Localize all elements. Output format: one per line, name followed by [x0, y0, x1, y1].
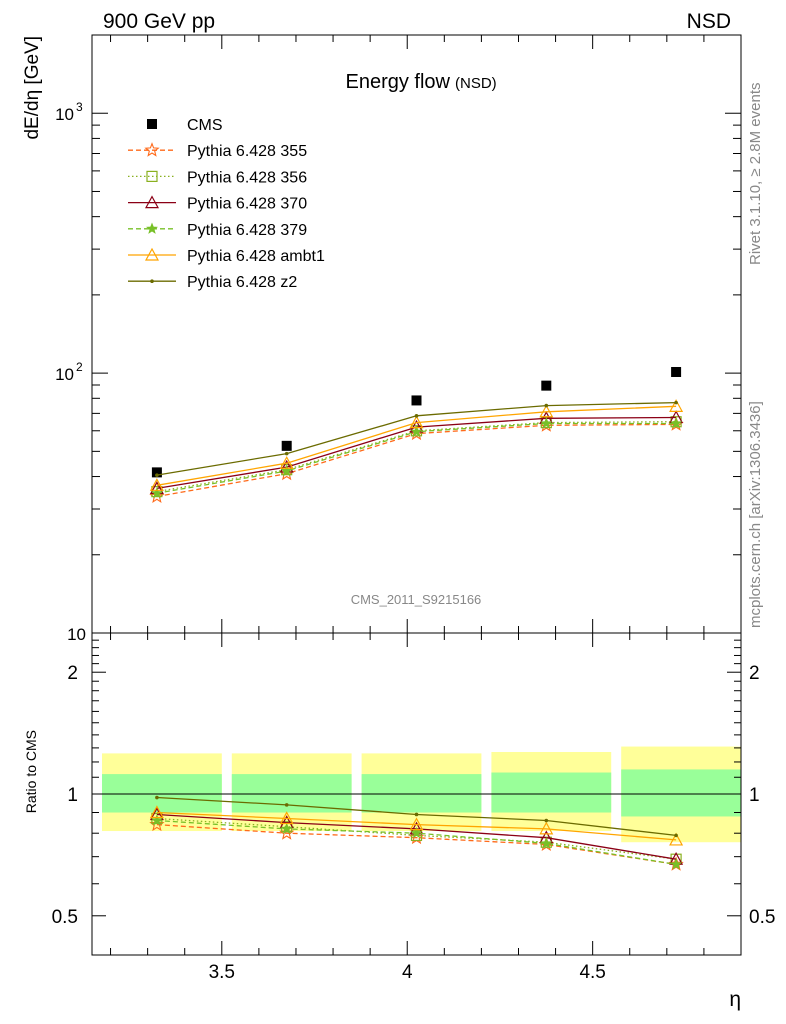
main-title: Energy flow: [346, 71, 451, 93]
main-y-tick-label: 10: [55, 365, 74, 384]
main-point-cms: [281, 440, 292, 451]
main-point-ambt1: [539, 404, 554, 418]
main-point-cms: [151, 467, 162, 478]
x-tick-label: 4.5: [579, 962, 605, 983]
main-y-axis-label: dE/dη [GeV]: [22, 36, 43, 140]
ratio-point-ambt1: [279, 811, 294, 825]
ratio-point-p379: [280, 822, 293, 834]
main-y-tick-exponent: 2: [76, 360, 83, 374]
main-point-z2: [155, 473, 159, 477]
legend-label-z2: Pythia 6.428 z2: [187, 274, 297, 291]
main-point-ambt1: [149, 478, 164, 491]
ratio-point-ambt1: [669, 832, 684, 846]
main-point-z2: [674, 400, 678, 405]
rivet-version-label: Rivet 3.1.10, ≥ 2.8M events: [747, 83, 764, 266]
main-point-p379: [670, 417, 683, 429]
ratio-point-p379: [540, 837, 553, 849]
ratio-band-inner: [361, 774, 482, 813]
ratio-point-ambt1: [149, 805, 164, 819]
main-y-tick-label: 10: [55, 105, 74, 124]
main-series-line-p356: [156, 421, 677, 493]
main-point-p379: [280, 464, 293, 477]
main-point-z2: [544, 403, 549, 408]
legend-label-p370: Pythia 6.428 370: [187, 196, 307, 213]
main-point-p379: [540, 417, 553, 429]
ratio-y-axis-label: Ratio to CMS: [23, 730, 39, 813]
main-point-cms: [671, 366, 682, 377]
main-point-z2: [284, 451, 289, 456]
legend-label-p356: Pythia 6.428 356: [187, 169, 307, 186]
main-y-tick-label: 10: [67, 625, 86, 644]
main-point-z2: [414, 414, 419, 418]
ratio-y-tick-label-right: 0.5: [749, 907, 775, 928]
ratio-band-inner: [231, 774, 352, 813]
ratio-point-ambt1: [539, 821, 554, 835]
main-series-line-z2: [156, 401, 677, 476]
ratio-band-inner: [102, 774, 222, 813]
legend-marker-p370: [144, 195, 160, 209]
main-series-line-ambt1: [156, 405, 677, 486]
x-tick-label: 4: [402, 962, 413, 983]
legend-marker-p355: [144, 142, 160, 157]
x-tick-label: 3.5: [209, 962, 235, 983]
legend-label-ambt1: Pythia 6.428 ambt1: [187, 248, 325, 265]
main-point-ambt1: [669, 399, 684, 412]
ratio-y-tick-label-left: 2: [67, 663, 78, 684]
legend-marker-ambt1: [144, 247, 160, 261]
ratio-y-tick-label-left: 0.5: [52, 907, 78, 928]
legend-marker-z2: [150, 279, 154, 284]
main-point-p379: [150, 486, 163, 499]
ratio-series-line-ambt1: [156, 811, 677, 841]
legend-marker-p356: [146, 170, 158, 182]
mcplots-credit-label: mcplots.cern.ch [arXiv:1306.3436]: [747, 401, 764, 628]
ratio-series-line-p355: [156, 823, 677, 866]
ratio-point-z2: [284, 803, 289, 807]
ratio-point-z2: [544, 818, 549, 823]
ratio-point-p379: [670, 858, 683, 870]
main-y-tick-exponent: 3: [76, 100, 83, 114]
main-point-ambt1: [409, 415, 424, 429]
ratio-y-tick-label-right: 2: [749, 663, 760, 684]
analysis-watermark: CMS_2011_S9215166: [351, 592, 482, 607]
legend-marker-p379: [145, 222, 159, 234]
collision-label: 900 GeV pp: [103, 10, 215, 33]
legend-label-cms: CMS: [187, 117, 223, 134]
main-point-cms: [411, 395, 422, 406]
ratio-point-ambt1: [409, 817, 424, 831]
ratio-y-tick-label-left: 1: [67, 785, 78, 806]
ratio-point-p379: [410, 826, 423, 839]
ratio-point-z2: [674, 833, 678, 838]
ratio-y-tick-label-right: 1: [749, 785, 760, 806]
ratio-panel: 0.5 0.5 1 1 2 2 3.5 4 4.5: [52, 632, 775, 983]
main-point-p379: [410, 425, 423, 437]
main-title-suffix: (NSD): [455, 75, 497, 92]
legend-label-p355: Pythia 6.428 355: [187, 143, 307, 160]
main-point-ambt1: [279, 455, 294, 469]
legend: CMS Pythia 6.428 355 Pythia 6.428 356 Pythi…: [128, 117, 325, 291]
ratio-point-z2: [155, 795, 159, 800]
main-point-cms: [541, 380, 552, 391]
ratio-band-inner: [621, 769, 741, 817]
legend-marker-cms: [147, 119, 157, 129]
event-type-label: NSD: [687, 10, 731, 33]
legend-label-p379: Pythia 6.428 379: [187, 222, 307, 239]
ratio-band-inner: [491, 772, 612, 813]
ratio-point-p379: [150, 814, 163, 826]
ratio-point-z2: [414, 812, 419, 817]
x-axis-label: η: [729, 988, 741, 1011]
